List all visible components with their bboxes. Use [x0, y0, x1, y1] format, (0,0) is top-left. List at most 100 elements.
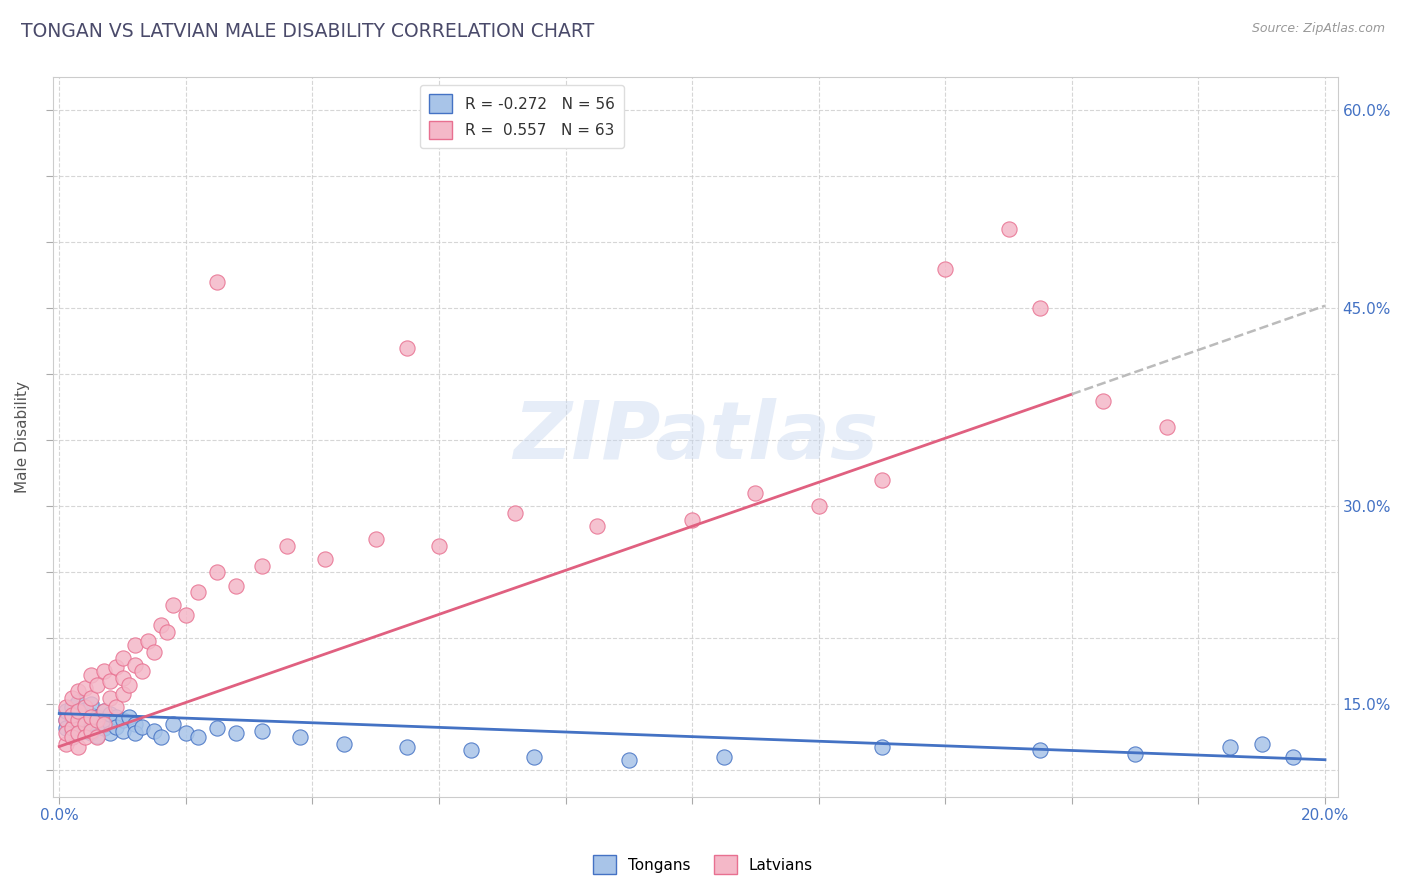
- Point: [86, 677, 108, 691]
- Point: [67, 713, 90, 727]
- Point: [93, 704, 115, 718]
- Point: [73, 723, 96, 738]
- Point: [55, 721, 77, 735]
- Point: [60, 700, 83, 714]
- Point: [136, 634, 159, 648]
- Point: [67, 706, 90, 721]
- Point: [250, 558, 273, 573]
- Point: [93, 721, 115, 735]
- Point: [427, 539, 450, 553]
- Point: [60, 731, 83, 745]
- Point: [364, 533, 387, 547]
- Point: [503, 506, 526, 520]
- Point: [997, 222, 1019, 236]
- Text: Source: ZipAtlas.com: Source: ZipAtlas.com: [1251, 22, 1385, 36]
- Point: [124, 717, 146, 731]
- Point: [744, 486, 766, 500]
- Point: [1092, 393, 1115, 408]
- Point: [1219, 739, 1241, 754]
- Point: [187, 731, 209, 745]
- Point: [98, 726, 121, 740]
- Point: [60, 721, 83, 735]
- Point: [93, 713, 115, 727]
- Point: [67, 717, 90, 731]
- Point: [111, 687, 134, 701]
- Point: [73, 702, 96, 716]
- Point: [73, 731, 96, 745]
- Point: [60, 731, 83, 745]
- Legend: Tongans, Latvians: Tongans, Latvians: [586, 849, 820, 880]
- Point: [207, 275, 229, 289]
- Point: [1156, 420, 1178, 434]
- Point: [174, 726, 197, 740]
- Point: [143, 644, 166, 658]
- Point: [131, 720, 153, 734]
- Point: [586, 519, 609, 533]
- Point: [98, 706, 121, 721]
- Point: [187, 585, 209, 599]
- Point: [124, 726, 146, 740]
- Point: [80, 710, 103, 724]
- Point: [80, 717, 103, 731]
- Point: [207, 721, 229, 735]
- Point: [288, 731, 311, 745]
- Point: [681, 512, 703, 526]
- Point: [67, 726, 90, 740]
- Point: [118, 710, 141, 724]
- Text: ZIPatlas: ZIPatlas: [513, 398, 877, 476]
- Point: [111, 651, 134, 665]
- Point: [80, 668, 103, 682]
- Point: [55, 700, 77, 714]
- Point: [807, 500, 830, 514]
- Point: [55, 713, 77, 727]
- Point: [80, 726, 103, 740]
- Point: [80, 690, 103, 705]
- Point: [124, 638, 146, 652]
- Point: [67, 684, 90, 698]
- Point: [105, 700, 128, 714]
- Point: [86, 729, 108, 743]
- Point: [60, 710, 83, 724]
- Point: [67, 739, 90, 754]
- Point: [73, 700, 96, 714]
- Point: [67, 704, 90, 718]
- Point: [617, 753, 640, 767]
- Point: [60, 690, 83, 705]
- Point: [111, 713, 134, 727]
- Point: [55, 737, 77, 751]
- Point: [111, 671, 134, 685]
- Point: [523, 750, 546, 764]
- Point: [934, 261, 956, 276]
- Point: [67, 726, 90, 740]
- Point: [55, 704, 77, 718]
- Point: [80, 707, 103, 722]
- Point: [149, 731, 172, 745]
- Text: TONGAN VS LATVIAN MALE DISABILITY CORRELATION CHART: TONGAN VS LATVIAN MALE DISABILITY CORREL…: [21, 22, 595, 41]
- Point: [98, 673, 121, 688]
- Point: [124, 657, 146, 672]
- Point: [1029, 743, 1052, 757]
- Point: [73, 713, 96, 727]
- Point: [250, 723, 273, 738]
- Point: [80, 698, 103, 712]
- Point: [396, 341, 419, 355]
- Point: [314, 552, 336, 566]
- Point: [105, 710, 128, 724]
- Point: [162, 717, 184, 731]
- Point: [333, 737, 356, 751]
- Point: [207, 566, 229, 580]
- Point: [86, 720, 108, 734]
- Point: [276, 539, 298, 553]
- Point: [1029, 301, 1052, 316]
- Point: [870, 739, 893, 754]
- Point: [149, 618, 172, 632]
- Point: [1123, 747, 1146, 762]
- Point: [1250, 737, 1272, 751]
- Point: [118, 677, 141, 691]
- Point: [713, 750, 735, 764]
- Point: [67, 695, 90, 709]
- Point: [93, 717, 115, 731]
- Point: [460, 743, 482, 757]
- Point: [174, 607, 197, 622]
- Point: [98, 690, 121, 705]
